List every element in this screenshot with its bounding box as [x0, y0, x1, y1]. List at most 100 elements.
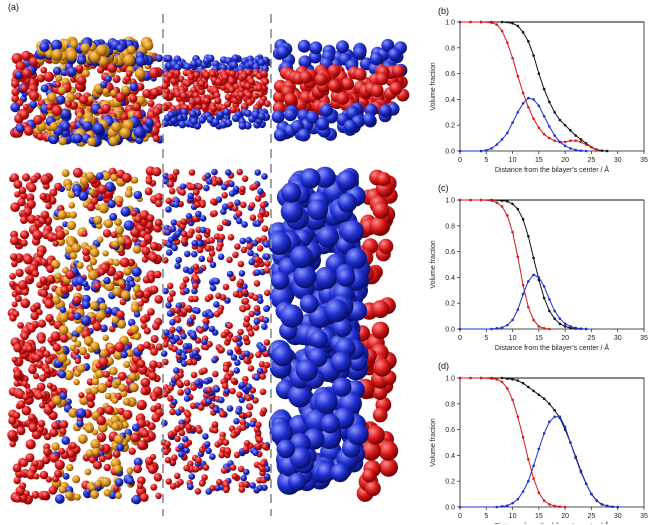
- atom-sphere: [80, 315, 92, 326]
- atom-sphere: [12, 411, 21, 420]
- atom-sphere: [229, 387, 236, 395]
- atom-sphere: [21, 405, 32, 416]
- atom-sphere: [234, 427, 241, 435]
- atom-sphere: [263, 339, 271, 346]
- chart-b-series-black-point: [542, 87, 546, 91]
- atom-sphere: [246, 243, 253, 250]
- chart-b-series-blue-point: [574, 148, 577, 152]
- chart-b-series-red-point: [579, 140, 583, 144]
- atom-sphere: [52, 295, 61, 305]
- atom-sphere: [309, 330, 328, 349]
- atom-sphere: [324, 298, 349, 323]
- atom-sphere: [183, 395, 191, 402]
- atom-sphere: [54, 469, 62, 478]
- atom-sphere: [122, 54, 135, 66]
- atom-sphere: [375, 72, 389, 86]
- atom-sphere: [305, 110, 319, 124]
- chart-d-series-red-point: [458, 376, 462, 380]
- atom-sphere: [76, 408, 87, 419]
- atom-sphere: [36, 393, 43, 400]
- atom-sphere: [168, 332, 175, 340]
- atom-sphere: [254, 220, 262, 227]
- chart-c-series-black-point: [516, 207, 520, 211]
- atom-sphere: [196, 240, 203, 247]
- atom-sphere: [30, 175, 38, 184]
- atom-sphere: [37, 319, 47, 328]
- chart-b-series-blue-point: [511, 121, 514, 124]
- chart-c-series-red-point: [511, 230, 514, 234]
- atom-sphere: [150, 453, 157, 461]
- atom-sphere: [195, 234, 203, 241]
- atom-sphere: [120, 290, 131, 300]
- atom-sphere: [242, 297, 250, 305]
- atom-sphere: [93, 282, 102, 290]
- atom-sphere: [192, 465, 200, 473]
- atom-sphere: [253, 256, 261, 263]
- atom-sphere: [183, 63, 192, 71]
- atom-sphere: [209, 284, 217, 292]
- atom-sphere: [235, 210, 243, 217]
- chart-b-series-blue-line: [460, 97, 587, 152]
- atom-sphere: [307, 199, 328, 221]
- atom-sphere: [96, 382, 108, 394]
- atom-sphere: [235, 217, 243, 225]
- atom-sphere: [72, 183, 83, 195]
- atom-sphere: [203, 184, 210, 192]
- atom-sphere: [180, 108, 188, 116]
- atom-sphere: [176, 381, 184, 388]
- chart-b-series-blue-point: [579, 149, 583, 152]
- atom-sphere: [261, 78, 269, 86]
- atom-sphere: [233, 367, 240, 374]
- atom-sphere: [371, 321, 390, 340]
- atom-sphere: [193, 71, 201, 79]
- atom-sphere: [184, 388, 192, 396]
- volume-fraction-chart-c: 0 5 10 15 20 25 30 35 0.0 0.2 0.4 0.6 0.8 1.0 Distance…: [430, 198, 648, 353]
- atom-sphere: [27, 183, 37, 193]
- chart-c-series-red-point: [521, 283, 525, 287]
- atom-sphere: [10, 253, 18, 261]
- atom-sphere: [136, 399, 147, 411]
- atom-sphere: [132, 245, 142, 254]
- atom-sphere: [11, 356, 18, 363]
- atom-sphere: [103, 489, 112, 497]
- atom-sphere: [186, 231, 194, 239]
- atom-sphere: [59, 333, 69, 343]
- atom-sphere: [59, 312, 69, 323]
- atom-sphere: [137, 476, 146, 485]
- atom-sphere: [81, 300, 91, 310]
- chart-b-series-black-point: [563, 123, 567, 127]
- atom-sphere: [17, 400, 26, 409]
- atom-sphere: [378, 238, 394, 254]
- atom-sphere: [39, 192, 47, 201]
- atom-sphere: [365, 480, 381, 497]
- atom-sphere: [109, 212, 118, 221]
- atom-sphere: [224, 93, 232, 101]
- atom-sphere: [232, 185, 240, 193]
- atom-sphere: [168, 187, 176, 195]
- atom-sphere: [90, 341, 100, 352]
- atom-sphere: [49, 122, 59, 131]
- chart-d-x-tick-label: 5: [484, 513, 488, 520]
- chart-c-x-axis-title: Distance from the bilayer's center / Å: [495, 343, 609, 352]
- atom-sphere: [63, 370, 74, 381]
- atom-sphere: [102, 229, 112, 238]
- atom-sphere: [86, 171, 95, 180]
- atom-sphere: [297, 128, 311, 142]
- atom-sphere: [58, 137, 67, 146]
- atom-sphere: [175, 256, 182, 264]
- atom-sphere: [228, 180, 235, 188]
- atom-sphere: [114, 478, 124, 487]
- atom-sphere: [131, 423, 141, 432]
- atom-sphere: [133, 464, 143, 474]
- atom-sphere: [181, 308, 188, 315]
- atom-sphere: [243, 350, 251, 358]
- atom-sphere: [75, 284, 82, 292]
- atom-sphere: [207, 311, 215, 319]
- atom-sphere: [198, 80, 205, 88]
- atom-sphere: [263, 100, 271, 108]
- atom-sphere: [362, 468, 376, 483]
- atom-sphere: [128, 280, 136, 288]
- atom-sphere: [180, 238, 188, 245]
- atom-sphere: [202, 324, 209, 331]
- atom-sphere: [226, 349, 234, 356]
